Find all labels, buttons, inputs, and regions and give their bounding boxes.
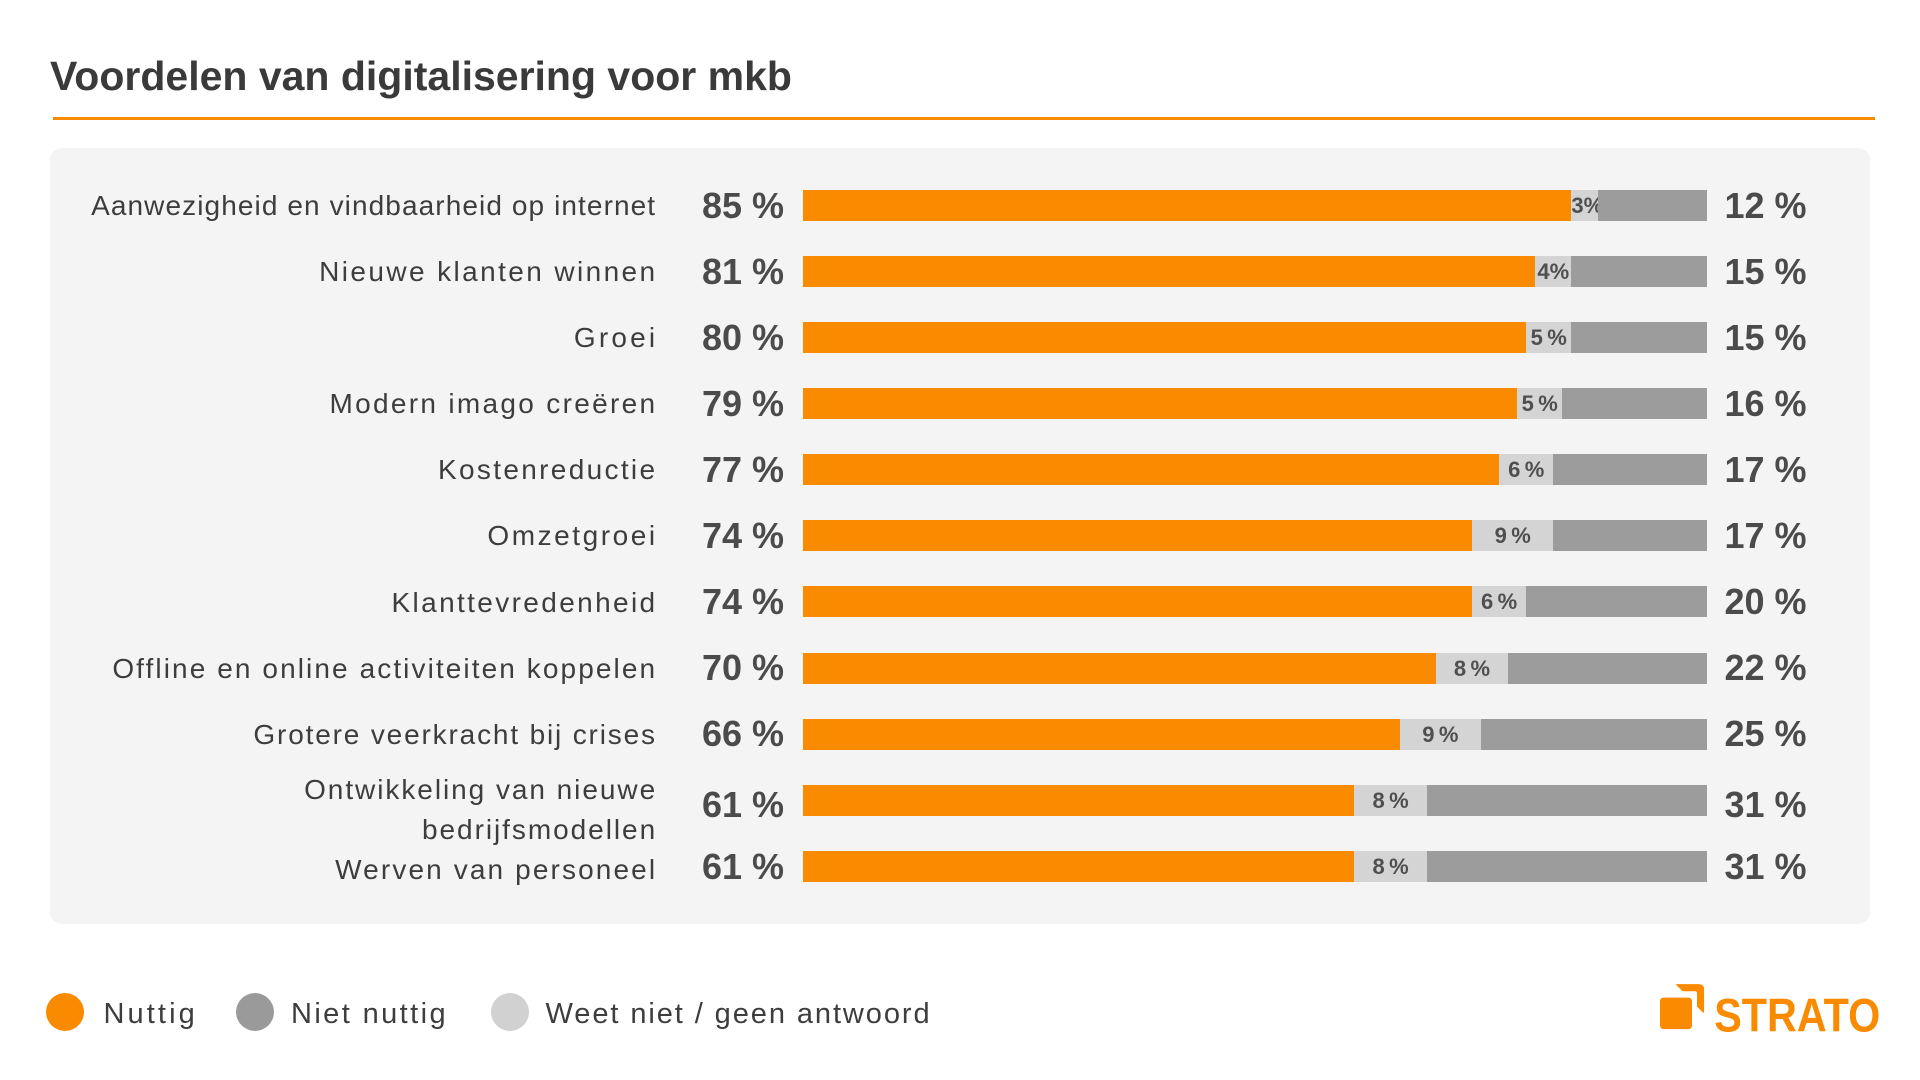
svg-text:STRATO: STRATO [1714,990,1880,1035]
